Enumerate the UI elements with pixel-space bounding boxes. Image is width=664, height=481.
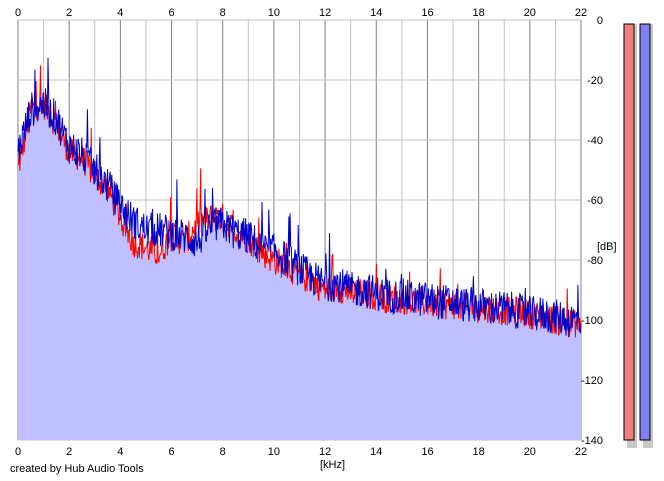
x-tick-label: 12	[319, 446, 331, 458]
x-tick-label: 20	[524, 446, 536, 458]
y-tick-label: -100	[581, 315, 603, 327]
x-tick-label: 6	[168, 7, 174, 19]
x-tick-label: 0	[15, 7, 21, 19]
x-tick-label: 16	[421, 446, 433, 458]
y-tick-label: 0	[597, 15, 603, 27]
x-tick-labels-top: 0 2 4 6 8 10 12 14 16 18 20 22	[15, 7, 587, 19]
x-tick-label: 18	[473, 7, 485, 19]
x-tick-label: 8	[220, 446, 226, 458]
y-tick-labels: 0 -20 -40 -60 -80 -100 -120 -140	[581, 15, 603, 447]
x-tick-label: 14	[370, 7, 382, 19]
x-tick-label: 2	[66, 446, 72, 458]
y-tick-label: -20	[587, 75, 603, 87]
x-tick-label: 2	[66, 7, 72, 19]
y-tick-label: -40	[587, 135, 603, 147]
x-tick-label: 22	[575, 7, 587, 19]
x-tick-label: 10	[268, 446, 280, 458]
x-tick-label: 12	[319, 7, 331, 19]
x-tick-label: 0	[15, 446, 21, 458]
x-tick-label: 8	[220, 7, 226, 19]
x-tick-label: 4	[117, 446, 123, 458]
left-level-meter	[623, 23, 635, 441]
x-tick-label: 20	[524, 7, 536, 19]
y-tick-label: -60	[587, 195, 603, 207]
y-tick-label: -120	[581, 375, 603, 387]
y-axis-label: [dB]	[597, 241, 617, 253]
x-tick-labels-bottom: 0 2 4 6 8 10 12 14 16 18 20 22	[15, 446, 587, 458]
credit-text: created by Hub Audio Tools	[10, 463, 144, 475]
x-tick-label: 16	[421, 7, 433, 19]
x-tick-label: 10	[268, 7, 280, 19]
x-tick-label: 6	[168, 446, 174, 458]
y-tick-label: -80	[587, 255, 603, 267]
x-axis-label: [kHz]	[320, 459, 345, 471]
right-channel-line	[17, 57, 582, 337]
y-tick-label: -140	[581, 435, 603, 447]
x-tick-label: 22	[575, 446, 587, 458]
x-tick-label: 18	[473, 446, 485, 458]
right-level-meter	[639, 23, 651, 441]
level-meters	[623, 23, 653, 448]
x-tick-label: 14	[370, 446, 382, 458]
x-tick-label: 4	[117, 7, 123, 19]
